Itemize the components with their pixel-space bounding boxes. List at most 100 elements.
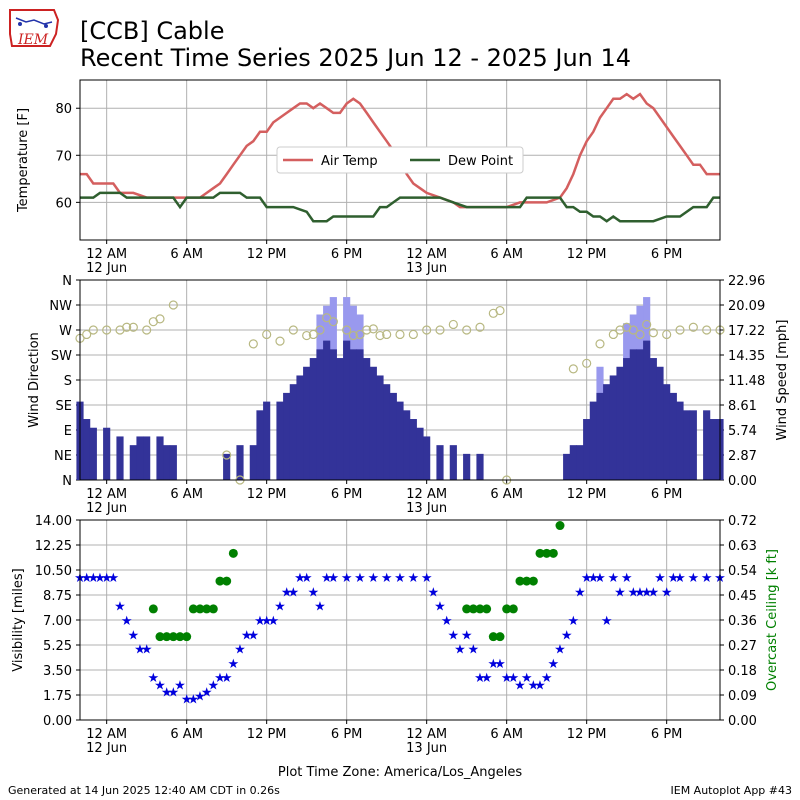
ceiling-point xyxy=(202,604,212,614)
wind-direction-point xyxy=(248,339,258,349)
wind-speed-bar xyxy=(323,340,331,480)
wind-direction-point xyxy=(422,325,432,335)
wind-direction-point xyxy=(222,450,232,460)
ceiling-tick-label: 0.63 xyxy=(728,539,757,554)
visibility-point: ★ xyxy=(241,628,253,643)
ceiling-point xyxy=(482,604,492,614)
wind-speed-bar xyxy=(83,419,91,480)
visibility-point: ★ xyxy=(368,571,380,586)
plot-frame xyxy=(79,519,721,721)
visibility-point: ★ xyxy=(214,671,226,686)
visibility-point: ★ xyxy=(268,614,280,629)
wind-direction-point xyxy=(308,329,318,340)
wind-direction-point xyxy=(122,322,132,332)
x-tick-date-label: 12 Jun xyxy=(86,261,127,276)
speed-tick-label: 14.35 xyxy=(728,349,765,364)
generated-footer: Generated at 14 Jun 2025 12:40 AM CDT in… xyxy=(8,784,280,797)
x-tick-label: 6 AM xyxy=(170,487,203,502)
wind-direction-point xyxy=(102,325,112,335)
wind-direction-point xyxy=(322,313,332,323)
visibility-tick-label: 14.00 xyxy=(35,514,72,529)
visibility-point: ★ xyxy=(294,571,306,586)
x-tick-date-label: 12 Jun xyxy=(86,501,127,516)
wind-direction-point xyxy=(262,329,272,340)
direction-tick-label: E xyxy=(64,424,72,439)
ceiling-point xyxy=(228,548,238,558)
wind-speed-bar xyxy=(296,375,304,480)
visibility-point: ★ xyxy=(328,571,340,586)
wind-speed-bar xyxy=(256,410,264,480)
wind-speed-bar xyxy=(356,349,364,480)
wind-speed-bar xyxy=(383,384,391,480)
x-axis-label: Plot Time Zone: America/Los_Angeles xyxy=(277,765,523,780)
ceiling-tick-label: 0.45 xyxy=(728,589,757,604)
wind-speed-bar xyxy=(669,392,677,480)
wind-direction-point xyxy=(662,329,672,340)
visibility-point: ★ xyxy=(594,571,606,586)
legend-box xyxy=(276,146,524,174)
visibility-point: ★ xyxy=(661,585,673,600)
visibility-point: ★ xyxy=(621,571,633,586)
visibility-point: ★ xyxy=(601,614,613,629)
wind-speed-bar xyxy=(389,392,397,480)
ceiling-point xyxy=(475,604,485,614)
x-tick-label: 6 PM xyxy=(651,727,682,742)
wind-speed-bar xyxy=(436,445,444,480)
wind-direction-point xyxy=(382,329,392,340)
ceiling-point xyxy=(195,604,205,614)
direction-tick-label: S xyxy=(64,374,72,389)
x-tick-label: 6 PM xyxy=(331,487,362,502)
x-tick-label: 12 AM xyxy=(406,487,447,502)
y-tick-label: 70 xyxy=(55,149,72,164)
visibility-point: ★ xyxy=(701,571,713,586)
wind-direction-point xyxy=(642,319,652,330)
wind-speed-bar xyxy=(476,453,484,480)
wind-speed-bar xyxy=(423,436,431,480)
wind-speed-bar xyxy=(603,384,611,480)
svg-text:IEM: IEM xyxy=(17,32,49,48)
wind-speed-bar xyxy=(276,401,284,480)
wind-direction-point xyxy=(628,325,638,335)
wind-direction-point xyxy=(275,336,285,346)
wind-speed-bar xyxy=(223,453,231,480)
wind-speed-bar xyxy=(663,384,671,480)
direction-tick-label: NE xyxy=(54,449,72,464)
wind-speed-bar xyxy=(103,427,111,480)
wind-speed-bar xyxy=(129,445,137,480)
ceiling-tick-label: 0.72 xyxy=(728,514,757,529)
wind-speed-bar xyxy=(576,445,584,480)
wind-speed-bar xyxy=(349,349,357,480)
chart-title-station: [CCB] Cable xyxy=(80,17,225,45)
direction-tick-label: W xyxy=(59,324,72,339)
visibility-point: ★ xyxy=(454,643,466,658)
wind-speed-bar xyxy=(169,445,177,480)
wind-direction-point xyxy=(342,325,352,335)
direction-tick-label: SW xyxy=(51,349,72,364)
visibility-point: ★ xyxy=(521,671,533,686)
wind-speed-bar xyxy=(569,445,577,480)
wind-direction-point xyxy=(435,325,445,335)
wind-direction-point xyxy=(595,339,605,349)
visibility-tick-label: 1.75 xyxy=(43,689,72,704)
wind-speed-bar xyxy=(616,366,624,480)
visibility-point: ★ xyxy=(448,628,460,643)
visibility-point: ★ xyxy=(141,643,153,658)
ceiling-point xyxy=(222,576,232,586)
wind-direction-point xyxy=(128,322,138,332)
ceiling-point xyxy=(548,548,558,558)
visibility-point: ★ xyxy=(641,585,653,600)
series-line-dew-point xyxy=(80,191,720,223)
ceiling-point xyxy=(555,521,565,531)
visibility-point: ★ xyxy=(168,685,180,700)
x-tick-label: 12 PM xyxy=(567,487,607,502)
ceiling-point xyxy=(468,604,478,614)
visibility-point: ★ xyxy=(474,671,486,686)
wind-direction-point xyxy=(155,314,165,324)
visibility-point: ★ xyxy=(688,571,700,586)
ceiling-point xyxy=(495,632,505,642)
ceiling-point xyxy=(208,604,218,614)
visibility-point: ★ xyxy=(174,678,186,693)
visibility-point: ★ xyxy=(208,678,220,693)
visibility-point: ★ xyxy=(541,671,553,686)
x-tick-label: 6 PM xyxy=(331,247,362,262)
